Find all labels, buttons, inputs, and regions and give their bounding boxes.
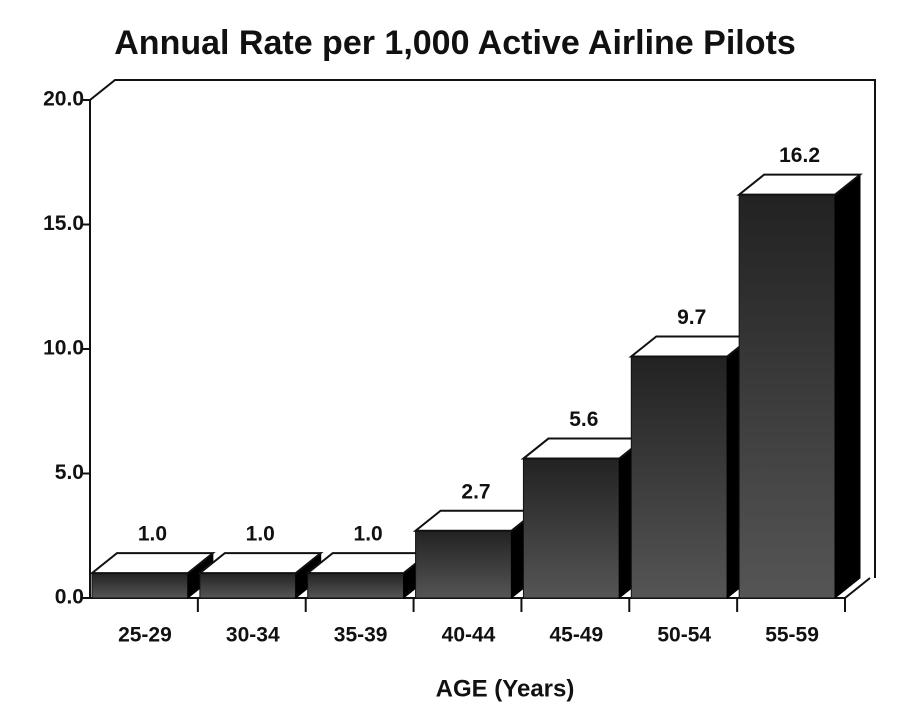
x-tick-label: 55-59 (765, 624, 819, 647)
value-label: 16.2 (779, 144, 820, 167)
x-tick-label: 25-29 (118, 624, 172, 647)
value-label: 9.7 (677, 306, 706, 329)
chart-title: Annual Rate per 1,000 Active Airline Pil… (114, 24, 795, 62)
value-label: 1.0 (246, 523, 275, 546)
bar-front (91, 572, 189, 599)
bar-front (415, 530, 512, 599)
y-tick-label: 20.0 (43, 88, 84, 111)
bar-side (834, 173, 861, 600)
bar-front (738, 194, 836, 599)
bar-top (197, 552, 324, 575)
y-tick-label: 10.0 (43, 337, 84, 360)
plot-frame (89, 79, 876, 598)
x-axis-label: AGE (Years) (436, 675, 575, 702)
value-label: 5.6 (569, 408, 598, 431)
y-tick-label: 5.0 (55, 461, 84, 484)
bar-front (630, 355, 728, 599)
bar-front (199, 572, 297, 599)
bar-top (89, 552, 216, 575)
y-tick-label: 15.0 (43, 212, 84, 235)
x-tick-label: 45-49 (549, 624, 603, 647)
x-tick-label: 50-54 (657, 624, 711, 647)
y-tick-label: 0.0 (55, 586, 84, 609)
bar-front (522, 458, 620, 599)
x-tick-label: 30-34 (226, 624, 280, 647)
bar-front (307, 572, 405, 599)
value-label: 2.7 (461, 480, 490, 503)
value-label: 1.0 (138, 523, 167, 546)
x-tick-label: 35-39 (334, 624, 388, 647)
bar-top (736, 173, 863, 196)
value-label: 1.0 (354, 523, 383, 546)
x-tick-label: 40-44 (442, 624, 496, 647)
